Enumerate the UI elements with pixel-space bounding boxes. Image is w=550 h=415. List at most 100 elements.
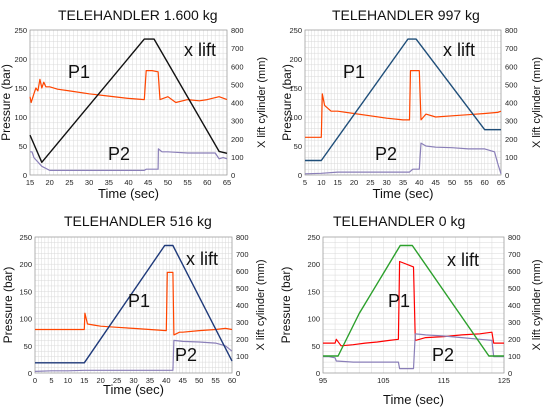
series-line-2: [30, 148, 228, 171]
p2-label: P2: [108, 144, 130, 164]
series-line-3: [29, 38, 228, 164]
x-tick-label: 25: [65, 178, 73, 187]
chart-panel-3: 0 5 10 15 20 25 30 35 40 45 50 55 600501001502002500…: [1, 213, 267, 397]
plot-frame: [322, 236, 505, 374]
y2-tick-label: 0: [236, 369, 240, 378]
y2-tick-label: 100: [508, 352, 521, 361]
y2-axis-label: X lift cylinder (mm): [256, 57, 268, 148]
y2-tick-label: 300: [505, 117, 518, 126]
x-tick-label: 55: [464, 178, 472, 187]
y2-tick-label: 100: [505, 153, 518, 162]
x-tick-label: 30: [129, 376, 137, 385]
y2-tick-label: 700: [508, 250, 521, 259]
x-tick-label: 65: [497, 178, 505, 187]
chart-title: TELEHANDLER 0 kg: [333, 213, 465, 229]
series-line-1: [29, 69, 228, 104]
series-line-3: [35, 244, 233, 364]
x-tick-label: 25: [366, 178, 374, 187]
y-tick-label: 200: [14, 55, 27, 64]
x-tick-label: 20: [46, 178, 54, 187]
y2-tick-label: 200: [505, 135, 518, 144]
x-tick-label: 15: [80, 376, 88, 385]
x-tick-label: 45: [179, 376, 187, 385]
y2-tick-label: 600: [508, 267, 521, 276]
x-tick-label: 35: [399, 178, 407, 187]
y-tick-label: 200: [289, 55, 302, 64]
x-tick-label: 20: [350, 178, 358, 187]
y-tick-label: 50: [294, 142, 302, 151]
x-tick-label: 45: [144, 178, 152, 187]
y-tick-label: 50: [24, 342, 32, 351]
series-line-2: [323, 333, 504, 370]
x-tick-label: 35: [105, 178, 113, 187]
x-tick-label: 5: [303, 178, 307, 187]
x-tick-label: 65: [223, 178, 231, 187]
y-tick-label: 100: [14, 113, 27, 122]
y-tick-label: 200: [307, 260, 320, 269]
y-tick-label: 150: [307, 287, 320, 296]
y2-axis-label: X lift cylinder (mm): [531, 259, 543, 350]
y2-tick-label: 0: [508, 369, 512, 378]
y-tick-label: 250: [289, 26, 302, 35]
chart-panel-1: 15 20 25 30 35 40 45 50 55 60 65050100150200250010…: [0, 7, 268, 201]
y2-tick-label: 800: [231, 26, 244, 35]
plot-area: [323, 237, 504, 373]
chart-title: TELEHANDLER 1.600 kg: [58, 7, 218, 23]
y2-tick-label: 400: [231, 99, 244, 108]
x-lift-label: x lift: [184, 40, 216, 60]
y-tick-label: 50: [19, 142, 27, 151]
y2-tick-label: 300: [508, 318, 521, 327]
y2-tick-label: 0: [505, 171, 509, 180]
x-tick-label: 25: [113, 376, 121, 385]
series-line-3: [305, 38, 501, 162]
x-tick-label: 20: [96, 376, 104, 385]
series-line-1: [305, 69, 502, 138]
y2-tick-label: 100: [231, 153, 244, 162]
p1-label: P1: [388, 291, 410, 311]
x-tick-label: 40: [124, 178, 132, 187]
y-tick-label: 150: [289, 84, 302, 93]
y2-axis-label: X lift cylinder (mm): [531, 57, 543, 148]
x-tick-label: 115: [438, 376, 450, 385]
y2-tick-label: 200: [236, 335, 249, 344]
y-axis-label: Pressure (bar): [1, 267, 15, 344]
x-tick-label: 60: [228, 376, 236, 385]
y2-tick-label: 700: [505, 44, 518, 53]
y-tick-label: 250: [14, 26, 27, 35]
y-axis-label: Pressure (bar): [279, 267, 293, 344]
y2-tick-label: 600: [231, 62, 244, 71]
x-lift-label: x lift: [186, 249, 218, 269]
y2-tick-label: 400: [505, 99, 518, 108]
chart-title: TELEHANDLER 516 kg: [64, 213, 212, 229]
series-line-1: [35, 271, 233, 336]
x-axis-label: Time (sec): [98, 186, 159, 201]
y-tick-label: 0: [23, 171, 27, 180]
chart-panel-2: 5 10 15 20 25 30 35 40 45 50 55 60 65050100150200250…: [280, 7, 543, 201]
y2-tick-label: 400: [236, 301, 249, 310]
x-tick-label: 15: [26, 178, 34, 187]
y-axis-label: Pressure (bar): [280, 64, 294, 141]
y-tick-label: 100: [307, 315, 320, 324]
x-tick-label: 10: [317, 178, 325, 187]
y2-tick-label: 700: [236, 250, 249, 259]
y-axis-label: Pressure (bar): [0, 64, 13, 141]
y2-tick-label: 200: [508, 335, 521, 344]
x-tick-label: 30: [382, 178, 390, 187]
plot-frame: [304, 29, 502, 176]
x-tick-label: 50: [448, 178, 456, 187]
y-tick-label: 100: [19, 315, 32, 324]
p2-label: P2: [432, 345, 454, 365]
y2-tick-label: 500: [231, 80, 244, 89]
y2-axis-label: X lift cylinder (mm): [255, 259, 267, 350]
y2-tick-label: 100: [236, 352, 249, 361]
x-axis-label: Time (sec): [103, 382, 164, 397]
y2-tick-label: 400: [508, 301, 521, 310]
x-tick-label: 5: [49, 376, 53, 385]
chart-panel-4: 95 105 115 12505010015020025001002003004005…: [279, 213, 543, 407]
series-line-2: [304, 142, 502, 175]
p1-label: P1: [68, 62, 90, 82]
y2-tick-label: 800: [505, 26, 518, 35]
y-tick-label: 0: [298, 171, 302, 180]
x-lift-label: x lift: [447, 250, 479, 270]
